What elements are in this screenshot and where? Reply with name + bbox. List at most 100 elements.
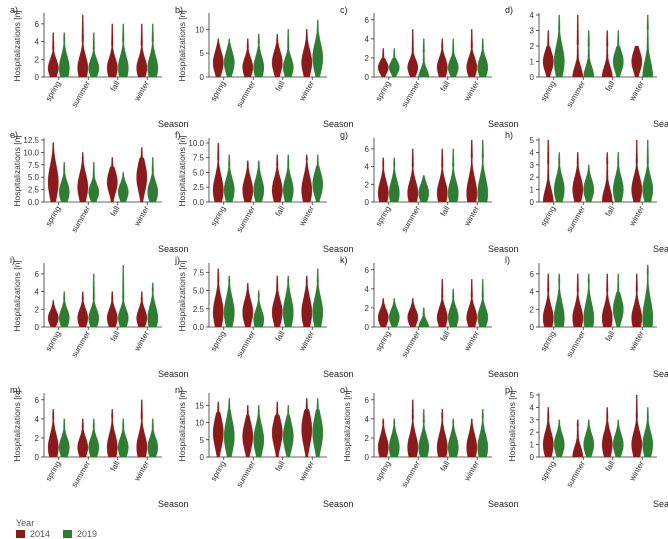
y-tick-label: 6	[365, 145, 370, 154]
y-tick-label: 10.0	[188, 139, 204, 148]
violin-2019-winter	[147, 418, 159, 458]
violin-2014-spring	[542, 139, 554, 203]
violin-2019-summer	[253, 33, 265, 78]
x-tick-label: winter	[132, 79, 151, 103]
x-tick-label: winter	[627, 204, 646, 228]
x-tick-label: winter	[297, 459, 316, 483]
x-tick-label: summer	[565, 329, 587, 359]
violin-2014-summer	[77, 418, 89, 458]
x-tick-label: winter	[462, 329, 481, 353]
violin-2019-winter	[642, 139, 654, 203]
y-axis-label: Hospitalizations [n]	[342, 390, 352, 461]
x-axis-label: Season	[653, 499, 668, 509]
x-axis-label: Season	[323, 369, 354, 379]
violin-2019-fall	[117, 172, 129, 203]
x-tick-label: fall	[109, 329, 122, 343]
x-tick-label: spring	[374, 330, 393, 353]
panel-label: g)	[340, 130, 348, 140]
violin-2019-summer	[253, 290, 265, 328]
violin-2014-fall	[436, 148, 448, 203]
y-axis-label: Hospitalizations [n]	[177, 260, 187, 331]
violin-2014-fall	[271, 33, 283, 78]
y-tick-label: 0	[365, 198, 370, 207]
x-tick-label: summer	[565, 79, 587, 109]
x-tick-label: fall	[274, 204, 287, 218]
x-tick-label: spring	[44, 205, 63, 228]
y-tick-label: 0	[530, 323, 535, 332]
y-tick-label: 4	[530, 288, 535, 297]
violin-2019-summer	[253, 405, 265, 458]
x-tick-label: spring	[209, 330, 228, 353]
violin-2019-fall	[447, 288, 459, 328]
violin-2019-spring	[58, 32, 70, 78]
violin-2019-fall	[612, 419, 624, 458]
panel-label: h)	[505, 130, 513, 140]
y-tick-label: 2.5	[28, 186, 40, 195]
violin-2019-fall	[117, 418, 129, 458]
panel-label: o)	[340, 385, 348, 395]
violin-2014-summer	[242, 160, 254, 203]
violin-2014-winter	[136, 399, 148, 458]
y-tick-label: 10	[195, 419, 204, 428]
violin-2019-summer	[88, 162, 100, 203]
violin-2014-spring	[47, 32, 59, 78]
violin-2019-spring	[553, 152, 565, 203]
violin-2019-fall	[447, 418, 459, 458]
legend-swatch-2019	[63, 530, 72, 538]
violin-2014-summer	[572, 419, 584, 458]
violin-2019-summer	[418, 409, 430, 458]
x-tick-label: fall	[274, 79, 287, 93]
violin-2014-spring	[212, 38, 224, 78]
x-tick-label: fall	[109, 79, 122, 93]
violin-2014-fall	[271, 154, 283, 203]
panel-c: c) 0 2 4 6 spring summer fall winter Season	[340, 5, 519, 129]
x-tick-label: winter	[462, 459, 481, 483]
x-tick-label: fall	[109, 459, 122, 473]
violin-2019-spring	[58, 291, 70, 328]
x-tick-label: summer	[235, 204, 257, 234]
violin-2019-fall	[612, 152, 624, 203]
y-axis-label: Hospitalizations [n]	[12, 135, 22, 206]
violin-2014-spring	[47, 300, 59, 328]
violin-2014-winter	[301, 398, 313, 458]
x-tick-label: summer	[235, 79, 257, 109]
x-tick-label: spring	[44, 80, 63, 103]
violin-2019-spring	[223, 398, 235, 458]
violin-2014-summer	[572, 152, 584, 203]
x-axis-label: Season	[488, 369, 519, 379]
violin-2019-fall	[447, 38, 459, 78]
x-axis-label: Season	[488, 119, 519, 129]
y-tick-label: 10	[195, 25, 204, 34]
violin-2019-winter	[477, 38, 489, 78]
y-tick-label: 2	[530, 173, 535, 182]
x-axis-label: Season	[653, 119, 668, 129]
y-tick-label: 4	[365, 35, 370, 44]
x-tick-label: spring	[209, 460, 228, 483]
legend-title: Year	[16, 518, 34, 528]
x-tick-label: summer	[565, 204, 587, 234]
y-tick-label: 6	[365, 266, 370, 275]
x-axis-label: Season	[653, 369, 668, 379]
y-tick-label: 4	[35, 288, 40, 297]
violin-2019-spring	[388, 418, 400, 458]
violin-2014-summer	[407, 399, 419, 458]
violin-2014-winter	[466, 29, 478, 78]
y-tick-label: 0	[35, 73, 40, 82]
panel-label: m)	[10, 385, 21, 395]
x-tick-label: fall	[109, 204, 122, 218]
violin-2014-winter	[466, 279, 478, 328]
violin-2014-spring	[47, 142, 59, 203]
x-tick-label: fall	[439, 79, 452, 93]
x-tick-label: fall	[604, 329, 617, 343]
x-tick-label: spring	[539, 205, 558, 228]
panel-label: e)	[10, 130, 18, 140]
violin-2014-fall	[601, 30, 613, 78]
violin-2014-spring	[377, 48, 389, 78]
y-tick-label: 2	[365, 54, 370, 63]
panel-g: g) 0 2 4 6 spring summer fall winter Season	[340, 130, 519, 254]
panel-l: l) 0 2 4 6 spring summer fall winter Season	[505, 255, 668, 379]
y-tick-label: 4	[530, 148, 535, 157]
y-tick-label: 2	[35, 434, 40, 443]
